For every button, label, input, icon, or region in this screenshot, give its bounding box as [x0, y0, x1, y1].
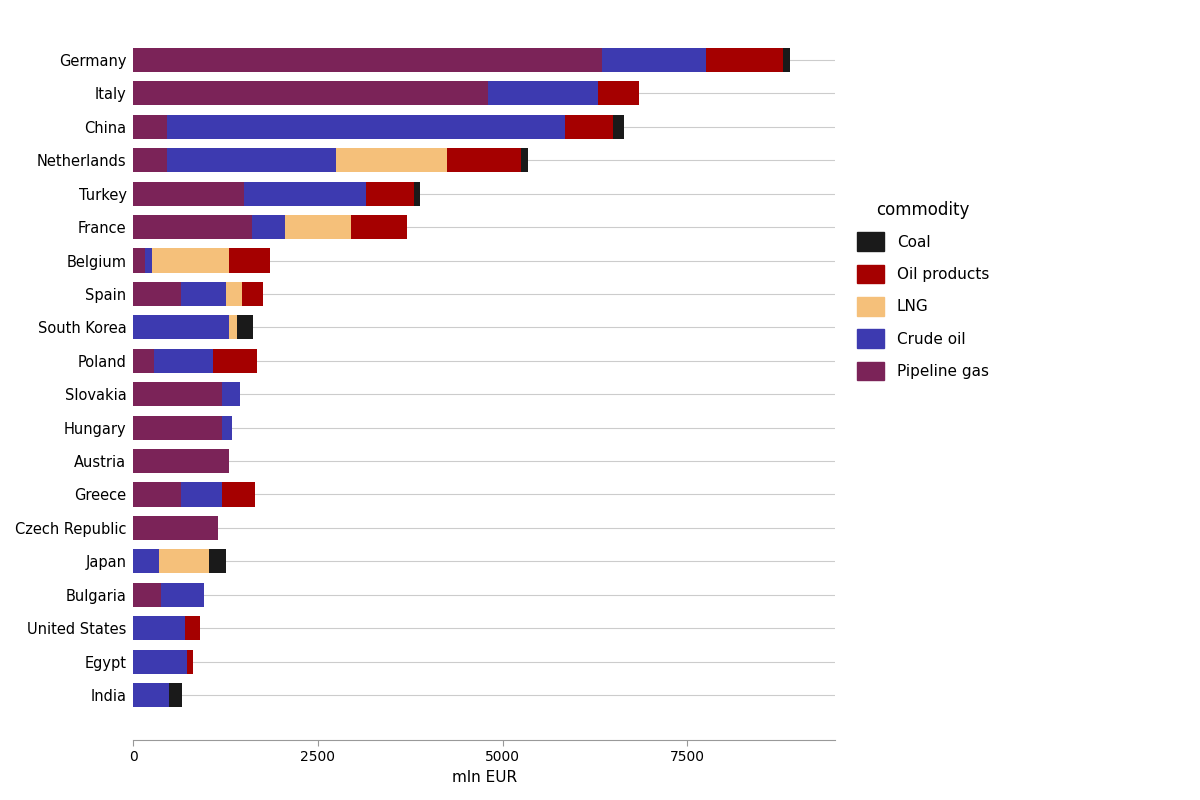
Bar — [133, 482, 181, 506]
Bar — [602, 48, 706, 72]
Bar — [133, 382, 222, 406]
Bar — [133, 550, 160, 574]
Bar — [133, 416, 222, 440]
Bar — [210, 550, 226, 574]
Bar — [133, 48, 602, 72]
Bar — [352, 215, 407, 239]
Bar — [181, 282, 226, 306]
Bar — [133, 182, 244, 206]
Bar — [366, 182, 414, 206]
Bar — [336, 148, 448, 172]
X-axis label: mln EUR: mln EUR — [451, 770, 517, 785]
Bar — [252, 215, 284, 239]
Bar — [222, 482, 256, 506]
Bar — [160, 550, 210, 574]
Bar — [133, 282, 181, 306]
Bar — [133, 349, 154, 373]
Bar — [181, 482, 222, 506]
Bar — [236, 315, 253, 339]
Bar — [226, 282, 242, 306]
Bar — [133, 616, 185, 640]
Bar — [222, 416, 232, 440]
Bar — [222, 382, 240, 406]
Bar — [565, 115, 613, 139]
Bar — [167, 115, 565, 139]
Bar — [133, 249, 144, 273]
Bar — [133, 516, 218, 540]
Bar — [133, 650, 187, 674]
Bar — [133, 315, 229, 339]
Bar — [133, 148, 167, 172]
Legend: Coal, Oil products, LNG, Crude oil, Pipeline gas: Coal, Oil products, LNG, Crude oil, Pipe… — [850, 193, 997, 388]
Bar — [133, 683, 169, 707]
Bar — [162, 582, 204, 607]
Bar — [187, 650, 193, 674]
Bar — [613, 115, 624, 139]
Bar — [242, 282, 263, 306]
Bar — [133, 582, 162, 607]
Bar — [706, 48, 784, 72]
Bar — [284, 215, 352, 239]
Bar — [414, 182, 420, 206]
Bar — [214, 349, 258, 373]
Bar — [521, 148, 528, 172]
Bar — [133, 215, 252, 239]
Bar — [152, 249, 229, 273]
Bar — [169, 683, 182, 707]
Bar — [448, 148, 521, 172]
Bar — [154, 349, 214, 373]
Bar — [599, 82, 640, 106]
Bar — [784, 48, 791, 72]
Bar — [133, 115, 167, 139]
Bar — [144, 249, 152, 273]
Bar — [185, 616, 200, 640]
Bar — [244, 182, 366, 206]
Bar — [133, 449, 229, 473]
Bar — [229, 315, 236, 339]
Bar — [167, 148, 336, 172]
Bar — [133, 82, 487, 106]
Bar — [487, 82, 599, 106]
Bar — [229, 249, 270, 273]
